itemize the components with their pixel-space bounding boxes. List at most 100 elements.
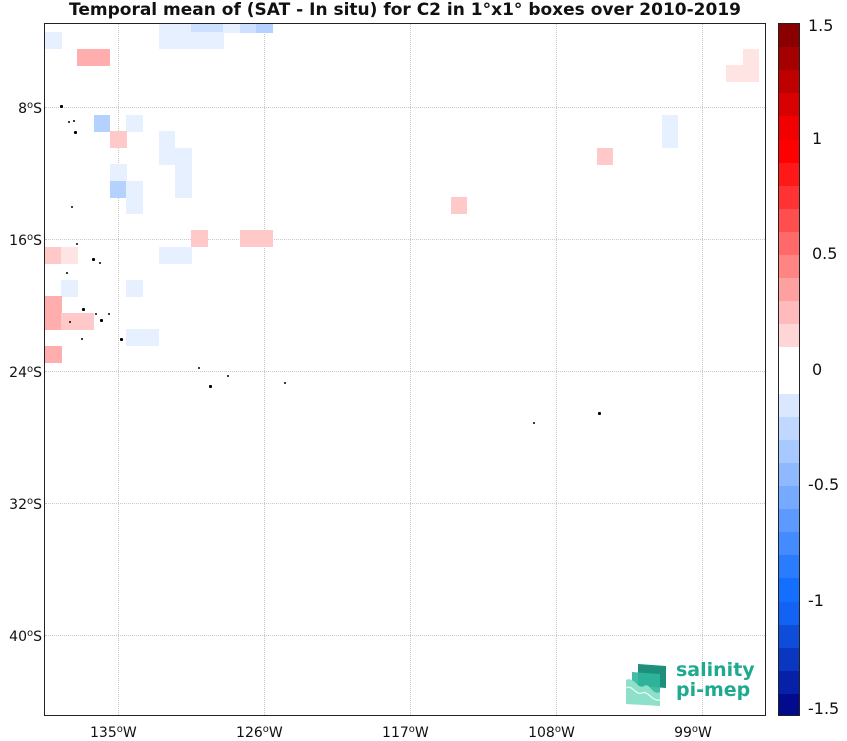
grid-cell [45, 296, 62, 314]
grid-cell [109, 180, 127, 198]
y-tick-label: 16oS [9, 231, 42, 249]
grid-cell [158, 24, 176, 33]
grid-cell [239, 24, 257, 33]
gridline-lon [556, 24, 558, 715]
colorbar-tick-label: 1.5 [808, 16, 834, 35]
grid-cell [158, 246, 176, 264]
gridline-lon [410, 24, 412, 715]
island-marker [119, 337, 123, 341]
gridline-lat [45, 370, 765, 372]
grid-cell [158, 131, 176, 149]
island-marker [74, 131, 78, 135]
grid-cell [191, 32, 208, 50]
grid-cell [223, 24, 241, 33]
colorbar-band [779, 393, 799, 418]
colorbar-tick-label: -1.5 [808, 699, 840, 718]
grid-cell [174, 164, 192, 182]
colorbar-band [779, 70, 799, 94]
x-tick-label: 135oW [90, 724, 137, 741]
grid-cell [661, 114, 679, 132]
colorbar-tick-label: 1 [812, 128, 823, 148]
island-marker [69, 321, 72, 323]
wave-logo-icon [626, 664, 666, 706]
colorbar-band [779, 231, 799, 256]
logo-text-pi-mep: pi-mep [676, 679, 751, 701]
colorbar-band [779, 670, 799, 695]
grid-cell [109, 131, 127, 149]
grid-cell [174, 180, 192, 198]
island-marker [598, 411, 602, 415]
map-plot-area [44, 23, 766, 716]
grid-cell [174, 32, 192, 50]
colorbar-band [779, 532, 799, 556]
grid-cell [207, 24, 224, 33]
salinity-pi-mep-logo: salinity pi-mep [626, 656, 761, 706]
grid-cell [255, 230, 273, 248]
logo-text-salinity: salinity [676, 659, 755, 681]
grid-cell [77, 48, 95, 66]
grid-cell [126, 279, 143, 297]
gridline-lat [45, 634, 765, 636]
colorbar-band [779, 486, 799, 510]
colorbar-tick-label: -1 [808, 590, 824, 610]
grid-cell [596, 147, 614, 165]
gridline-lat [45, 106, 765, 108]
grid-cell [158, 32, 176, 50]
colorbar-band [779, 370, 799, 395]
grid-cell [93, 48, 111, 66]
island-marker [92, 258, 96, 262]
colorbar-band [779, 578, 799, 603]
island-marker [108, 312, 111, 315]
colorbar-band [779, 47, 799, 71]
colorbar-tick-label: 0.5 [812, 244, 838, 263]
grid-cell [45, 32, 62, 50]
grid-cell [61, 246, 78, 264]
grid-cell [158, 147, 176, 165]
grid-cell [45, 246, 62, 264]
x-tick-label: 99oW [674, 724, 712, 741]
island-marker [95, 312, 98, 315]
island-marker [208, 385, 212, 389]
colorbar-band [779, 162, 799, 187]
grid-cell [45, 345, 62, 363]
grid-cell [126, 180, 143, 198]
island-marker [82, 307, 86, 311]
gridline-lon [118, 24, 119, 715]
colorbar-band [779, 116, 799, 141]
grid-cell [174, 246, 192, 264]
grid-cell [742, 65, 760, 83]
island-marker [66, 271, 69, 274]
grid-cell [191, 24, 208, 33]
colorbar-band [779, 93, 799, 117]
gridline-lon [702, 24, 704, 715]
grid-cell [174, 147, 192, 165]
grid-cell [191, 230, 208, 248]
grid-cell [142, 329, 160, 347]
colorbar-band [779, 416, 799, 441]
colorbar-band [779, 278, 799, 302]
colorbar-band [779, 255, 799, 279]
island-marker [72, 119, 75, 122]
grid-cell [726, 65, 744, 83]
grid-cell [661, 131, 679, 149]
colorbar-band [779, 647, 799, 672]
y-tick-label: 32oS [9, 495, 42, 513]
grid-cell [93, 114, 111, 132]
y-tick-label: 24oS [9, 363, 42, 381]
colorbar-band [779, 624, 799, 649]
colorbar-band [779, 439, 799, 464]
grid-cell [126, 114, 143, 132]
grid-cell [450, 197, 468, 215]
colorbar-band [779, 208, 799, 233]
colorbar-tick-label: -0.5 [808, 475, 840, 494]
grid-cell [77, 312, 95, 330]
colorbar-band [779, 301, 799, 325]
grid-cell [126, 197, 143, 215]
x-tick-label: 108oW [528, 724, 575, 741]
gridline-lon [264, 24, 266, 715]
colorbar-tick-label: 0 [812, 359, 823, 379]
island-marker [67, 121, 70, 124]
grid-cell [45, 312, 62, 330]
colorbar [778, 23, 800, 716]
grid-cell [239, 230, 257, 248]
